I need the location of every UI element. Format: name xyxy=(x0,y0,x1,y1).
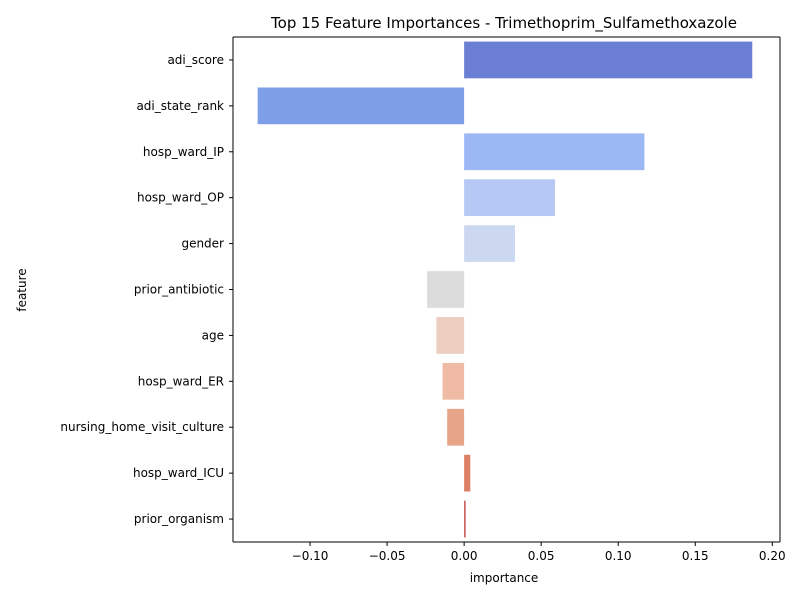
y-tick-label: prior_organism xyxy=(134,512,224,526)
y-tick-label: hosp_ward_OP xyxy=(137,191,224,205)
bar-hosp_ward_OP xyxy=(464,179,556,217)
x-tick-label: 0.00 xyxy=(451,549,478,563)
y-axis-label: feature xyxy=(15,268,29,311)
bar-hosp_ward_ICU xyxy=(464,454,471,492)
bar-adi_state_rank xyxy=(257,87,465,125)
x-tick-label: 0.10 xyxy=(605,549,632,563)
y-tick-label: nursing_home_visit_culture xyxy=(60,420,224,434)
bar-age xyxy=(436,317,465,354)
y-tick-label: hosp_ward_ER xyxy=(138,374,224,388)
x-tick-label: −0.10 xyxy=(292,549,329,563)
bar-adi_score xyxy=(464,41,753,79)
x-axis-ticks: −0.10 −0.05 0.00 0.05 0.10 0.15 0.20 xyxy=(292,542,786,563)
bar-hosp_ward_ER xyxy=(442,362,465,400)
x-tick-label: 0.05 xyxy=(528,549,555,563)
y-tick-label: adi_score xyxy=(167,53,224,67)
x-tick-label: 0.15 xyxy=(682,549,709,563)
x-tick-label: −0.05 xyxy=(369,549,406,563)
bar-prior_organism xyxy=(464,500,466,538)
bar-nursing_home_visit_culture xyxy=(447,408,465,446)
y-tick-label: adi_state_rank xyxy=(136,99,224,113)
y-axis-ticks: adi_score adi_state_rank hosp_ward_IP hosp_… xyxy=(60,53,233,526)
bar-hosp_ward_IP xyxy=(464,133,645,171)
y-tick-label: gender xyxy=(181,237,224,251)
y-tick-label: hosp_ward_ICU xyxy=(133,466,224,480)
bars-group xyxy=(257,41,753,538)
x-tick-label: 0.20 xyxy=(759,549,786,563)
y-tick-label: age xyxy=(202,328,224,342)
bar-gender xyxy=(464,225,515,262)
y-tick-label: hosp_ward_IP xyxy=(143,145,224,159)
chart-title: Top 15 Feature Importances - Trimethopri… xyxy=(270,14,737,33)
bar-prior_antibiotic xyxy=(427,271,465,308)
x-axis-label: importance xyxy=(470,571,539,585)
y-tick-label: prior_antibiotic xyxy=(134,283,224,297)
